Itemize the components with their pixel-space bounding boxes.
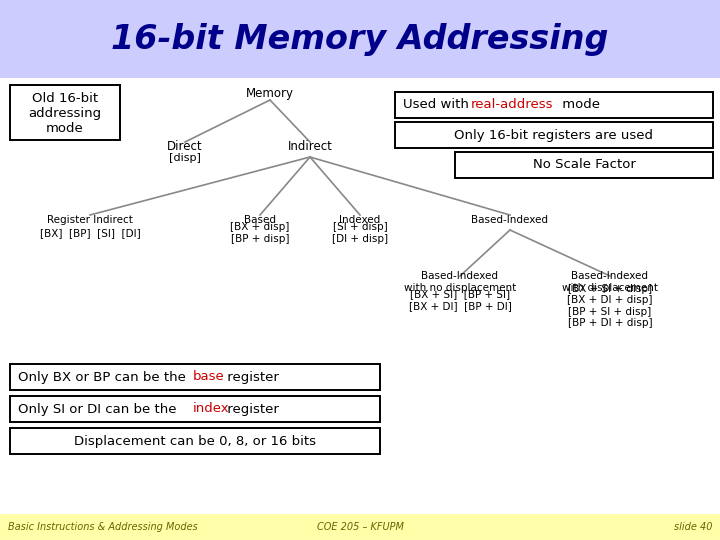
Text: Used with: Used with bbox=[403, 98, 473, 111]
Text: Based: Based bbox=[244, 215, 276, 225]
Text: base: base bbox=[193, 370, 225, 383]
Text: register: register bbox=[223, 370, 279, 383]
Text: Based-Indexed
with displacement: Based-Indexed with displacement bbox=[562, 271, 658, 293]
Text: [BX + SI]  [BP + SI]
[BX + DI]  [BP + DI]: [BX + SI] [BP + SI] [BX + DI] [BP + DI] bbox=[408, 289, 511, 311]
Bar bbox=[395, 92, 713, 118]
Bar bbox=[10, 364, 380, 390]
Bar bbox=[10, 428, 380, 454]
Text: [SI + disp]
[DI + disp]: [SI + disp] [DI + disp] bbox=[332, 222, 388, 244]
Text: Memory: Memory bbox=[246, 86, 294, 99]
Text: [BX + SI + disp]
[BX + DI + disp]
[BP + SI + disp]
[BP + DI + disp]: [BX + SI + disp] [BX + DI + disp] [BP + … bbox=[567, 284, 653, 328]
Text: mode: mode bbox=[558, 98, 600, 111]
Bar bbox=[395, 122, 713, 148]
Bar bbox=[455, 152, 713, 178]
Bar bbox=[10, 396, 380, 422]
Text: Register Indirect: Register Indirect bbox=[47, 215, 133, 225]
Text: Only BX or BP can be the: Only BX or BP can be the bbox=[18, 370, 190, 383]
Text: COE 205 – KFUPM: COE 205 – KFUPM bbox=[317, 522, 403, 532]
Text: Indexed: Indexed bbox=[339, 215, 381, 225]
Text: Based-Indexed
with no displacement: Based-Indexed with no displacement bbox=[404, 271, 516, 293]
Text: Only SI or DI can be the: Only SI or DI can be the bbox=[18, 402, 181, 415]
Bar bbox=[10, 85, 120, 140]
Text: real-address: real-address bbox=[471, 98, 554, 111]
Text: Old 16-bit
addressing
mode: Old 16-bit addressing mode bbox=[28, 91, 102, 134]
Text: Indirect: Indirect bbox=[287, 139, 333, 152]
Text: 16-bit Memory Addressing: 16-bit Memory Addressing bbox=[112, 23, 608, 56]
Text: Only 16-bit registers are used: Only 16-bit registers are used bbox=[454, 129, 654, 141]
Text: Basic Instructions & Addressing Modes: Basic Instructions & Addressing Modes bbox=[8, 522, 198, 532]
Text: [disp]: [disp] bbox=[169, 153, 201, 163]
Text: Direct: Direct bbox=[167, 139, 203, 152]
Text: Based-Indexed: Based-Indexed bbox=[472, 215, 549, 225]
Text: register: register bbox=[223, 402, 279, 415]
Text: slide 40: slide 40 bbox=[673, 522, 712, 532]
Text: No Scale Factor: No Scale Factor bbox=[533, 159, 636, 172]
Text: [BX + disp]
[BP + disp]: [BX + disp] [BP + disp] bbox=[230, 222, 289, 244]
Text: index: index bbox=[193, 402, 230, 415]
Text: Displacement can be 0, 8, or 16 bits: Displacement can be 0, 8, or 16 bits bbox=[74, 435, 316, 448]
Text: [BX]  [BP]  [SI]  [DI]: [BX] [BP] [SI] [DI] bbox=[40, 228, 140, 238]
Bar bbox=[0, 514, 720, 540]
Bar bbox=[0, 0, 720, 78]
